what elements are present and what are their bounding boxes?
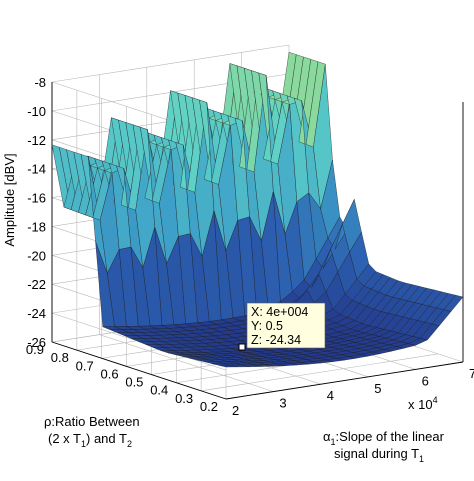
z-tick-label: -22 — [27, 277, 46, 292]
axis-line — [225, 361, 464, 400]
z-tick-label: -14 — [27, 162, 46, 177]
x-tick-label: 5 — [374, 381, 381, 396]
tick-labels: -26 -24 -22 -20 -18 -16 -14 -12 -10 -8 2 3 4 5 6 7 0.2 0.… — [26, 75, 474, 418]
z-tick-label: -8 — [34, 75, 46, 90]
x-axis-multiplier: x 104 — [408, 395, 438, 412]
x-tick-label: 6 — [422, 373, 429, 388]
z-axis-label: Amplitude [dBV] — [2, 153, 17, 246]
surface-patch — [443, 295, 464, 312]
z-tick-label: -20 — [27, 248, 46, 263]
y-tick-label: 0.6 — [100, 366, 118, 381]
data-tip-marker[interactable] — [238, 343, 246, 351]
y-tick-label: 0.3 — [175, 391, 193, 406]
data-tip-y: Y: 0.5 — [251, 319, 283, 333]
data-tip[interactable]: X: 4e+004 Y: 0.5 Z: -24.34 — [238, 302, 326, 351]
x-tick-label: 3 — [279, 396, 286, 411]
z-tick-label: -10 — [27, 104, 46, 119]
data-tip-box — [246, 302, 326, 349]
z-tick-label: -16 — [27, 191, 46, 206]
y-tick-label: 0.9 — [26, 342, 44, 357]
x-axis-label-line1: α1:Slope of the linear — [323, 429, 445, 447]
axis-line — [51, 341, 227, 400]
z-tick-label: -24 — [27, 306, 46, 321]
y-axis-label-line1: ρ:Ratio Between — [44, 414, 140, 429]
x-tick-label: 7 — [469, 366, 474, 381]
y-tick-label: 0.4 — [150, 383, 168, 398]
x-tick-label: 4 — [327, 388, 334, 403]
y-tick-label: 0.2 — [200, 399, 218, 414]
x-tick-label: 2 — [232, 403, 239, 418]
data-tip-x: X: 4e+004 — [251, 305, 308, 319]
y-axis-label-line2: (2 x T1) and T2 — [48, 431, 132, 449]
y-tick-label: 0.7 — [76, 358, 94, 373]
y-tick-label: 0.5 — [125, 375, 143, 390]
z-tick-label: -18 — [27, 219, 46, 234]
z-tick-label: -26 — [27, 335, 46, 350]
x-axis-label-line2: signal during T1 — [334, 446, 424, 464]
y-tick-label: 0.8 — [51, 350, 69, 365]
z-tick-label: -12 — [27, 133, 46, 148]
data-tip-z: Z: -24.34 — [251, 333, 301, 347]
